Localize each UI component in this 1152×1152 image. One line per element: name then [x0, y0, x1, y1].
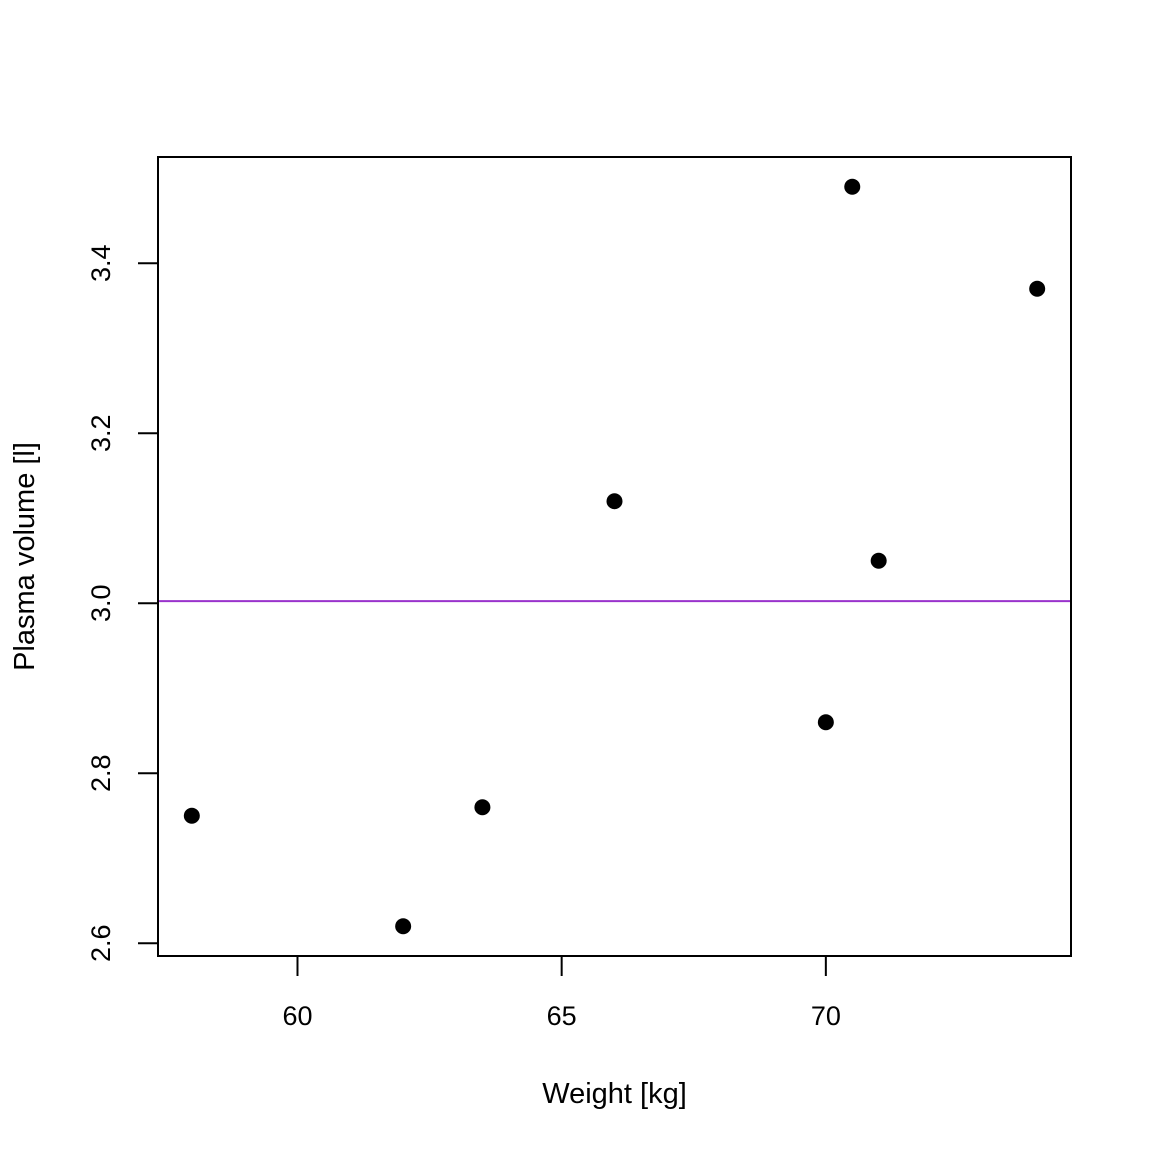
- x-tick-label: 65: [547, 1001, 577, 1031]
- data-point: [474, 799, 491, 816]
- data-point: [844, 178, 861, 195]
- y-axis-label: Plasma volume [l]: [9, 442, 41, 671]
- y-tick-label: 3.4: [86, 244, 116, 282]
- data-point: [870, 552, 887, 569]
- y-tick-label: 3.2: [86, 414, 116, 452]
- data-point: [395, 918, 412, 935]
- data-point: [1029, 280, 1046, 297]
- x-axis: 60 65 70: [282, 955, 841, 1031]
- x-tick-label: 70: [811, 1001, 841, 1031]
- y-tick-label: 3.0: [86, 584, 116, 622]
- data-point: [817, 714, 834, 731]
- data-point: [606, 493, 623, 510]
- data-point: [183, 807, 200, 824]
- x-tick-label: 60: [282, 1001, 312, 1031]
- y-tick-label: 2.8: [86, 754, 116, 792]
- y-axis: 2.6 2.8 3.0 3.2 3.4: [86, 244, 159, 962]
- y-tick-label: 2.6: [86, 924, 116, 962]
- x-axis-label: Weight [kg]: [542, 1078, 687, 1110]
- points-layer: [183, 178, 1046, 935]
